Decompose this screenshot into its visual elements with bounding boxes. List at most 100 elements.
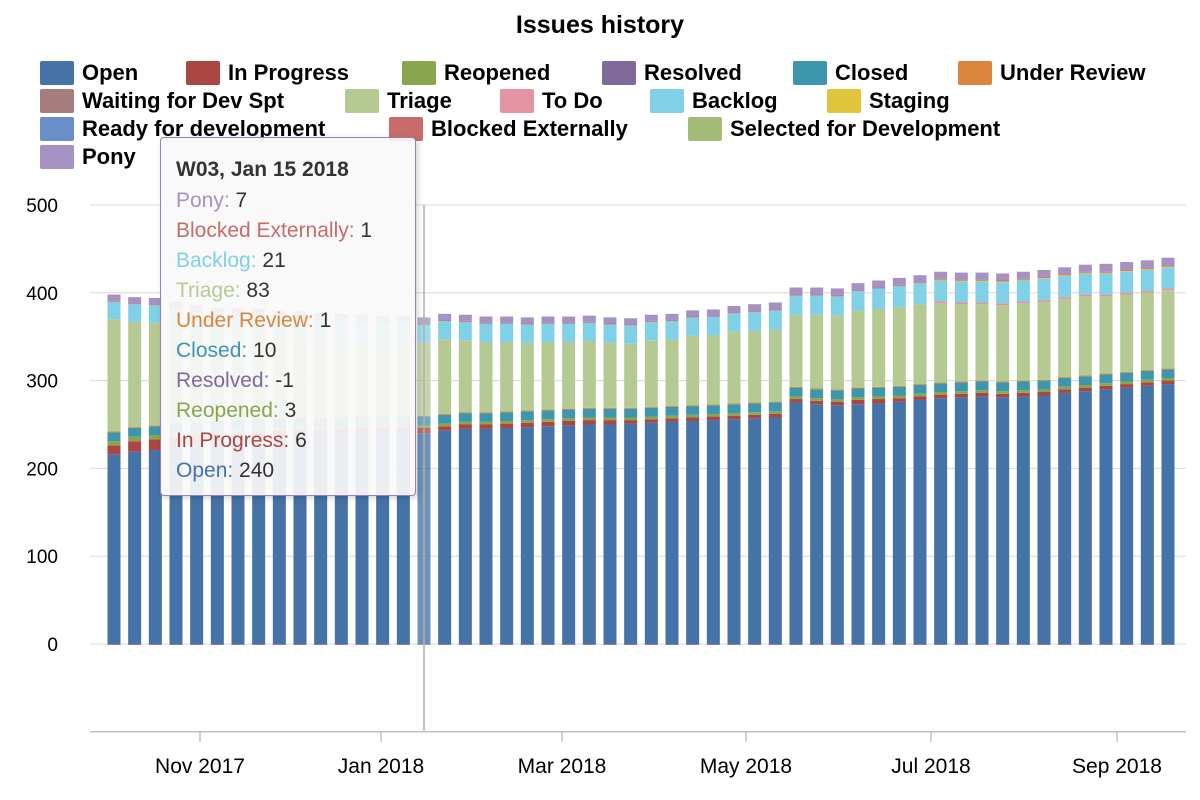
bar-segment-triage <box>624 343 638 408</box>
tooltip-series-name: Backlog <box>176 249 251 272</box>
bar-segment-in-progress <box>892 398 906 402</box>
legend-label: Under Review <box>1000 60 1146 85</box>
tooltip-series-name: Triage <box>176 279 235 302</box>
legend-item-waiting-for-dev-spt[interactable]: Waiting for Dev Spt <box>40 88 284 114</box>
bar-segment-triage <box>665 339 679 407</box>
bar-segment-reopened <box>975 390 989 393</box>
bar-segment-under-review <box>706 404 720 406</box>
bar-segment-in-progress <box>872 399 886 404</box>
bar-segment-backlog <box>148 305 162 323</box>
legend-label: Reopened <box>444 60 551 85</box>
legend-item-staging[interactable]: Staging <box>827 88 950 114</box>
bar-segment-backlog <box>541 323 555 342</box>
bar-segment-reopened <box>1078 384 1092 388</box>
bar-segment-triage <box>1161 290 1175 369</box>
bar-segment-pony <box>603 317 617 324</box>
bar-segment-pony <box>1140 260 1154 269</box>
bar-segment-in-progress <box>686 417 700 421</box>
bar-segment-reopened <box>479 421 493 425</box>
legend-item-ready-for-development[interactable]: Ready for development <box>40 116 325 142</box>
legend-swatch <box>602 61 636 85</box>
legend: Open In Progress Reopened Resolved Closed Und… <box>0 0 1200 180</box>
legend-item-reopened[interactable]: Reopened <box>402 60 550 86</box>
legend-label: To Do <box>542 88 603 113</box>
bar-segment-blocked-externally <box>768 309 782 311</box>
bar-segment-staging <box>1078 272 1092 274</box>
bar-segment-under-review <box>768 401 782 403</box>
bar-segment-in-progress <box>624 420 638 424</box>
bar-segment-blocked-externally <box>148 304 162 306</box>
bar-segment-triage <box>520 342 534 411</box>
bar-segment-pony <box>1120 262 1134 270</box>
bar-segment-backlog <box>830 296 844 316</box>
bar-segment-in-progress <box>1099 385 1113 390</box>
bar-segment-resolved <box>665 644 679 645</box>
bar-segment-closed <box>686 406 700 415</box>
bar-segment-blocked-externally <box>479 322 493 324</box>
legend-item-selected-for-development[interactable]: Selected for Development <box>688 116 1000 142</box>
legend-item-in-progress[interactable]: In Progress <box>186 60 349 86</box>
bar-segment-reopened <box>1016 390 1030 393</box>
bar-segment-blocked-externally <box>624 324 638 326</box>
bar-segment-to-do <box>1037 299 1051 302</box>
bar-segment-blocked-externally <box>458 320 472 322</box>
bar-segment-under-review <box>810 388 824 390</box>
bar-segment-pony <box>892 277 906 285</box>
bar-segment-reopened <box>458 421 472 425</box>
legend-item-closed[interactable]: Closed <box>793 60 908 86</box>
legend-item-resolved[interactable]: Resolved <box>602 60 742 86</box>
bar-segment-closed <box>1058 377 1072 387</box>
legend-label: In Progress <box>228 60 350 85</box>
bar-segment-blocked-externally <box>748 311 762 313</box>
bar-segment-reopened <box>603 417 617 421</box>
legend-item-triage[interactable]: Triage <box>345 88 452 114</box>
bar-segment-triage <box>500 341 514 412</box>
tooltip-series-value: 1 <box>319 309 332 332</box>
legend-item-backlog[interactable]: Backlog <box>650 88 778 114</box>
bar-segment-under-review <box>934 382 948 384</box>
bar-segment-backlog <box>438 320 452 340</box>
bar-segment-closed <box>954 382 968 392</box>
bar-segment-resolved <box>562 644 576 645</box>
bar-segment-closed <box>458 413 472 422</box>
bar-segment-blocked-externally <box>644 320 658 322</box>
bar-segment-resolved <box>190 644 204 645</box>
bar-segment-triage <box>975 304 989 381</box>
bar-segment-open <box>541 426 555 644</box>
legend-swatch <box>650 89 684 113</box>
bar-segment-closed <box>562 409 576 419</box>
bar-segment-open <box>706 420 720 644</box>
bar-segment-resolved <box>1016 644 1030 645</box>
bar-segment-pony <box>582 315 596 322</box>
x-tick-label: Jul 2018 <box>891 755 970 778</box>
bar-segment-triage <box>107 319 121 432</box>
bar-segment-backlog <box>996 282 1010 304</box>
bar-segment-open <box>624 423 638 644</box>
bar-segment-in-progress <box>1037 392 1051 396</box>
bar-segment-reopened <box>128 436 142 442</box>
bar-segment-resolved <box>768 644 782 645</box>
legend-item-to-do[interactable]: To Do <box>500 88 603 114</box>
bar-segment-backlog <box>644 321 658 341</box>
bar-segment-backlog <box>1161 267 1175 289</box>
bar-segment-closed <box>603 408 617 418</box>
bar-segment-backlog <box>1140 269 1154 292</box>
bar-segment-resolved <box>1078 644 1092 645</box>
bar-segment-in-progress <box>934 394 948 399</box>
legend-swatch <box>500 89 534 113</box>
bar-segment-closed <box>1161 369 1175 378</box>
legend-item-open[interactable]: Open <box>40 60 138 86</box>
bar-segment-under-review <box>1058 377 1072 378</box>
bar-segment-open <box>479 428 493 644</box>
bar-segment-under-review <box>128 427 142 429</box>
bar-segment-pony <box>1161 257 1175 266</box>
bar-segment-triage <box>934 303 948 383</box>
bar-segment-blocked-externally <box>810 294 824 296</box>
bar-segment-resolved <box>1120 644 1134 645</box>
legend-item-pony[interactable]: Pony <box>40 144 136 170</box>
bar-segment-in-progress <box>975 392 989 397</box>
bar-segment-under-review <box>1099 373 1113 375</box>
bar-segment-resolved <box>913 644 927 645</box>
bar-segment-pony <box>541 316 555 323</box>
legend-item-under-review[interactable]: Under Review <box>958 60 1146 86</box>
